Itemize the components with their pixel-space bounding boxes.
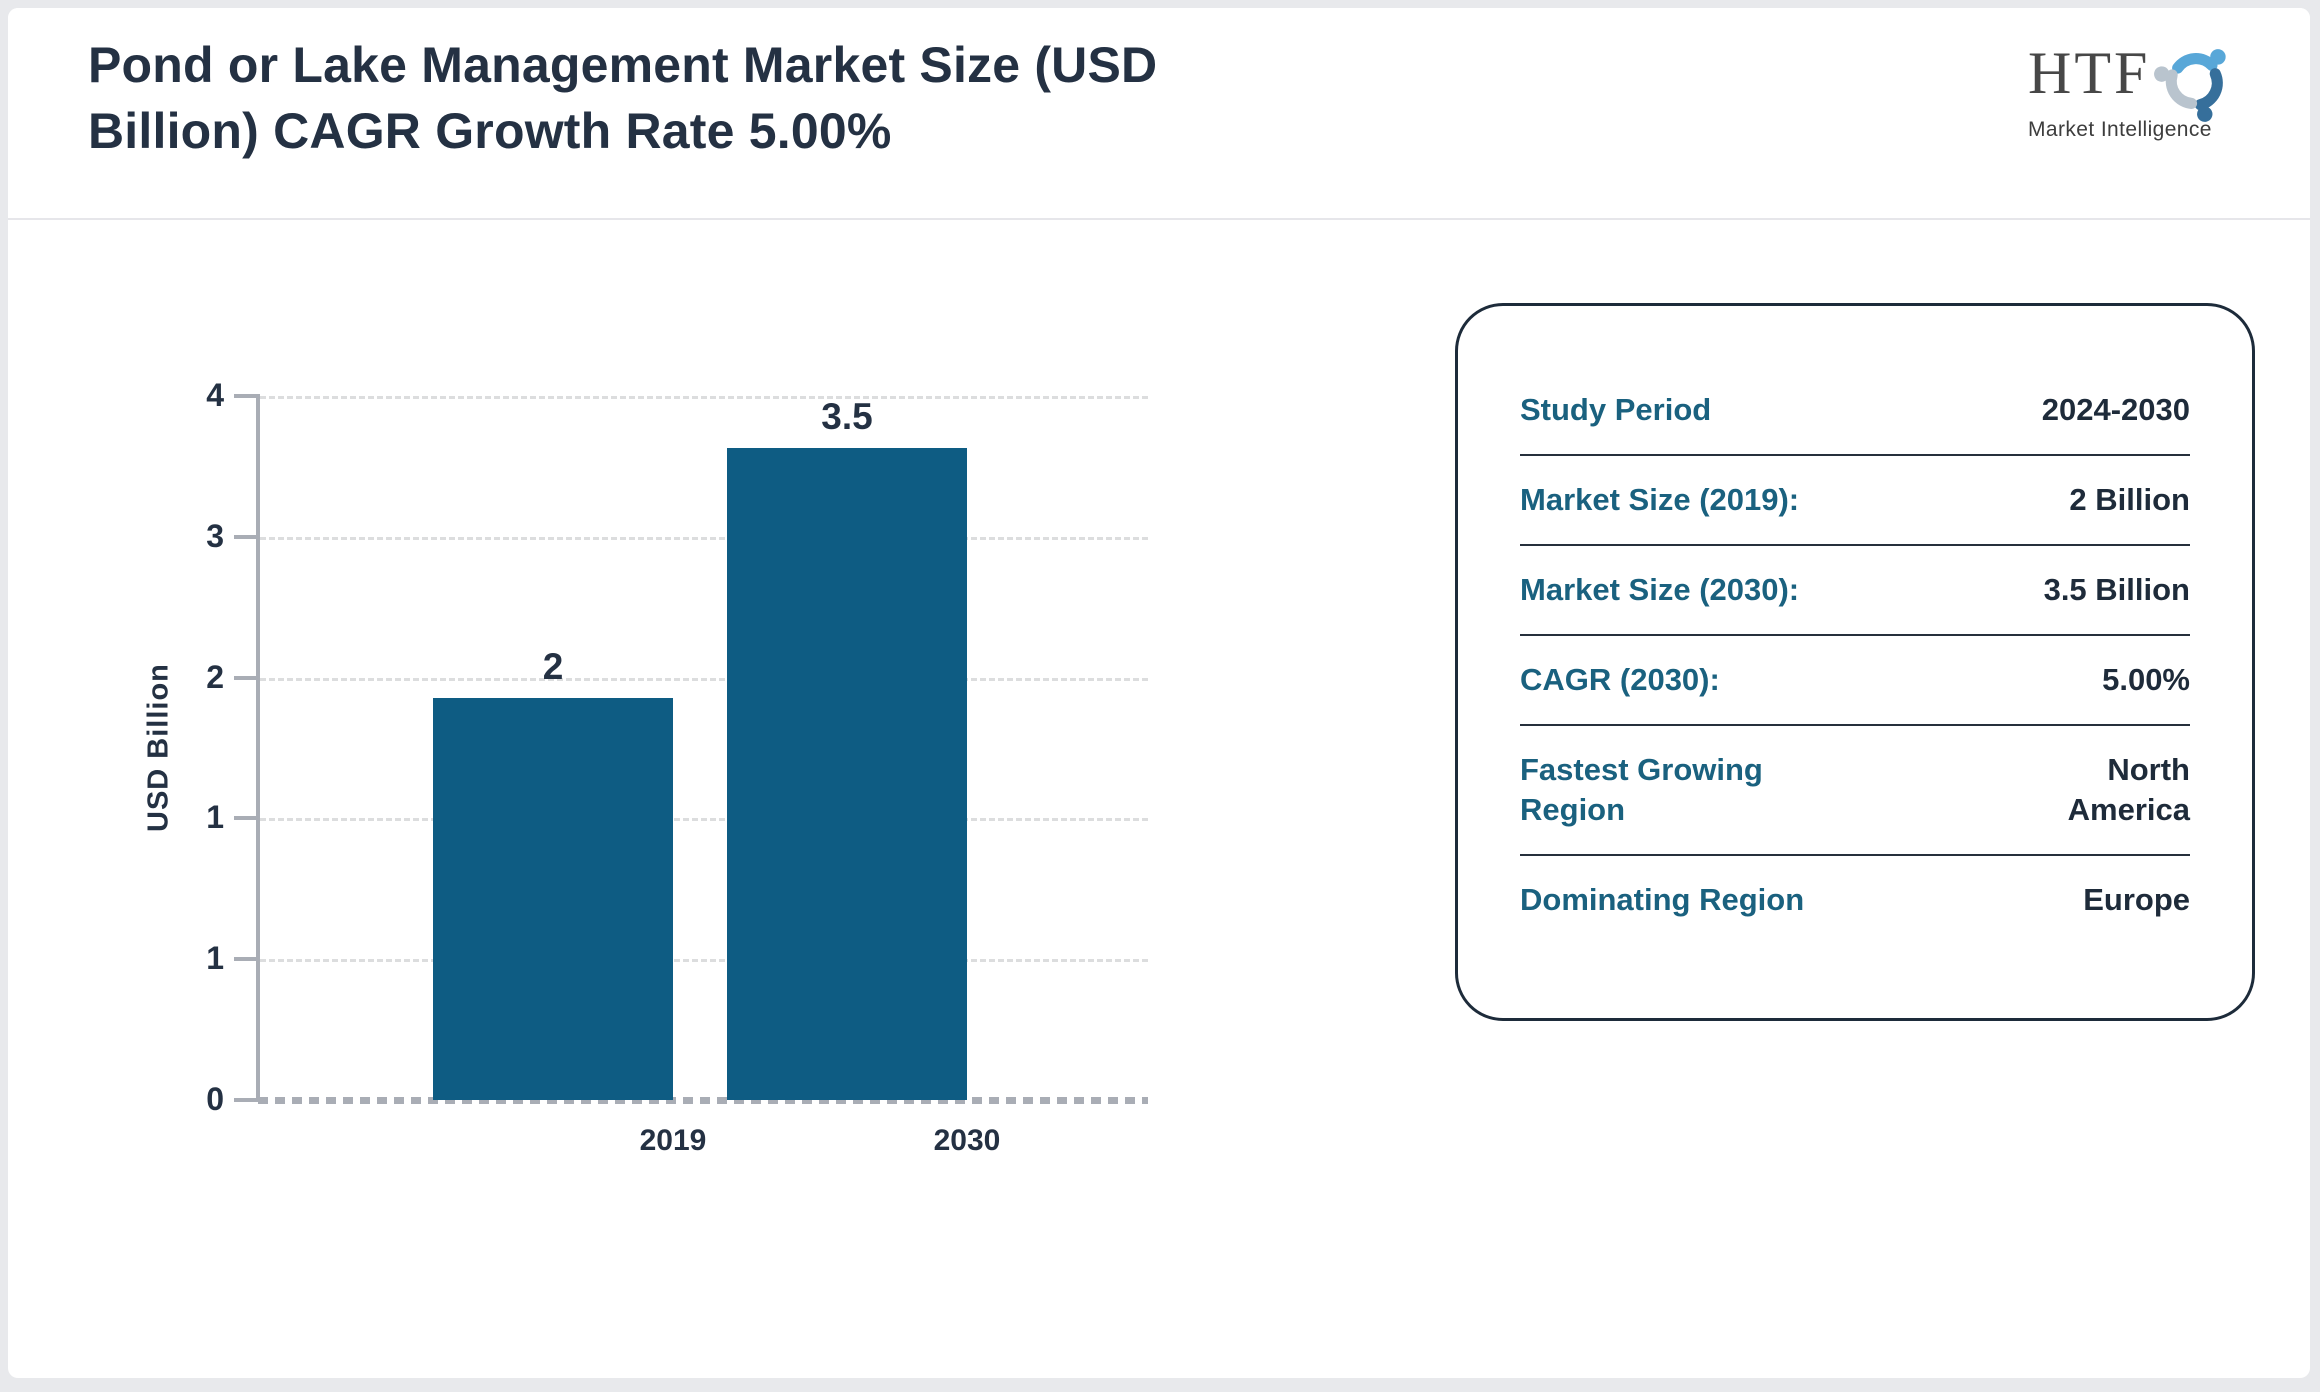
gridline bbox=[260, 959, 1148, 962]
htf-logo: HTF bbox=[2028, 34, 2238, 142]
logo-wordmark: HTF bbox=[2028, 40, 2151, 106]
bar-group-2019: 2 bbox=[433, 396, 673, 1100]
info-row-fastest-growing-region: Fastest Growing Region North America bbox=[1520, 726, 2190, 856]
info-label: Fastest Growing Region bbox=[1520, 752, 1763, 827]
info-value: Europe bbox=[2083, 882, 2190, 917]
info-row-study-period: Study Period 2024-2030 bbox=[1520, 366, 2190, 456]
info-label: Dominating Region bbox=[1520, 882, 1805, 917]
info-row-market-size-2030: Market Size (2030): 3.5 Billion bbox=[1520, 546, 2190, 636]
x-tick-label-2030: 2030 bbox=[933, 1124, 1001, 1157]
y-axis-title: USD Billion bbox=[142, 663, 175, 833]
bar-value-label: 2 bbox=[542, 645, 564, 687]
y-tick-label: 4 bbox=[206, 377, 224, 413]
key-facts-panel: Study Period 2024-2030 Market Size (2019… bbox=[1455, 303, 2255, 1021]
bar-2030 bbox=[727, 448, 967, 1100]
bar-chart-plot: 4 3 2 1 1 0 2 3.5 bbox=[206, 377, 1148, 1117]
y-tick-label: 3 bbox=[206, 518, 224, 554]
gridline bbox=[260, 537, 1148, 540]
y-tick bbox=[234, 676, 256, 680]
y-tick bbox=[234, 394, 256, 398]
header-divider bbox=[8, 218, 2310, 220]
y-axis-spine bbox=[256, 394, 260, 1102]
y-tick bbox=[234, 1098, 256, 1102]
gridline bbox=[260, 396, 1148, 399]
logo-tagline: Market Intelligence bbox=[2028, 118, 2212, 141]
x-tick-label-2019: 2019 bbox=[639, 1124, 707, 1157]
info-value: 2 Billion bbox=[2069, 482, 2190, 517]
bar-2019 bbox=[433, 697, 673, 1100]
gridline bbox=[260, 818, 1148, 821]
report-card: Pond or Lake Management Market Size (USD… bbox=[8, 8, 2310, 1378]
info-row-market-size-2019: Market Size (2019): 2 Billion bbox=[1520, 456, 2190, 546]
y-tick-label: 1 bbox=[206, 940, 224, 976]
info-label: Study Period bbox=[1520, 392, 1712, 427]
swirl-figures-icon bbox=[2154, 49, 2227, 122]
info-value: 2024-2030 bbox=[2041, 392, 2190, 427]
info-value: North America bbox=[2067, 752, 2190, 827]
bar-group-2030: 3.5 bbox=[727, 396, 967, 1100]
y-tick bbox=[234, 535, 256, 539]
info-value: 3.5 Billion bbox=[2043, 572, 2190, 607]
x-axis-baseline bbox=[258, 1097, 1148, 1104]
bar-value-label: 3.5 bbox=[821, 396, 873, 437]
page-title: Pond or Lake Management Market Size (USD… bbox=[88, 37, 1158, 159]
y-tick bbox=[234, 957, 256, 961]
y-tick-label: 1 bbox=[206, 799, 224, 835]
info-row-cagr: CAGR (2030): 5.00% bbox=[1520, 636, 2190, 726]
info-label: CAGR (2030): bbox=[1520, 662, 1720, 697]
info-value: 5.00% bbox=[2102, 662, 2190, 697]
info-label: Market Size (2030): bbox=[1520, 572, 1800, 607]
y-tick-label: 2 bbox=[206, 659, 224, 695]
header: Pond or Lake Management Market Size (USD… bbox=[8, 8, 2310, 220]
info-label: Market Size (2019): bbox=[1520, 482, 1800, 517]
info-row-dominating-region: Dominating Region Europe bbox=[1520, 856, 2190, 944]
y-tick-label: 0 bbox=[206, 1081, 224, 1117]
y-tick bbox=[234, 816, 256, 820]
gridline bbox=[260, 678, 1148, 681]
